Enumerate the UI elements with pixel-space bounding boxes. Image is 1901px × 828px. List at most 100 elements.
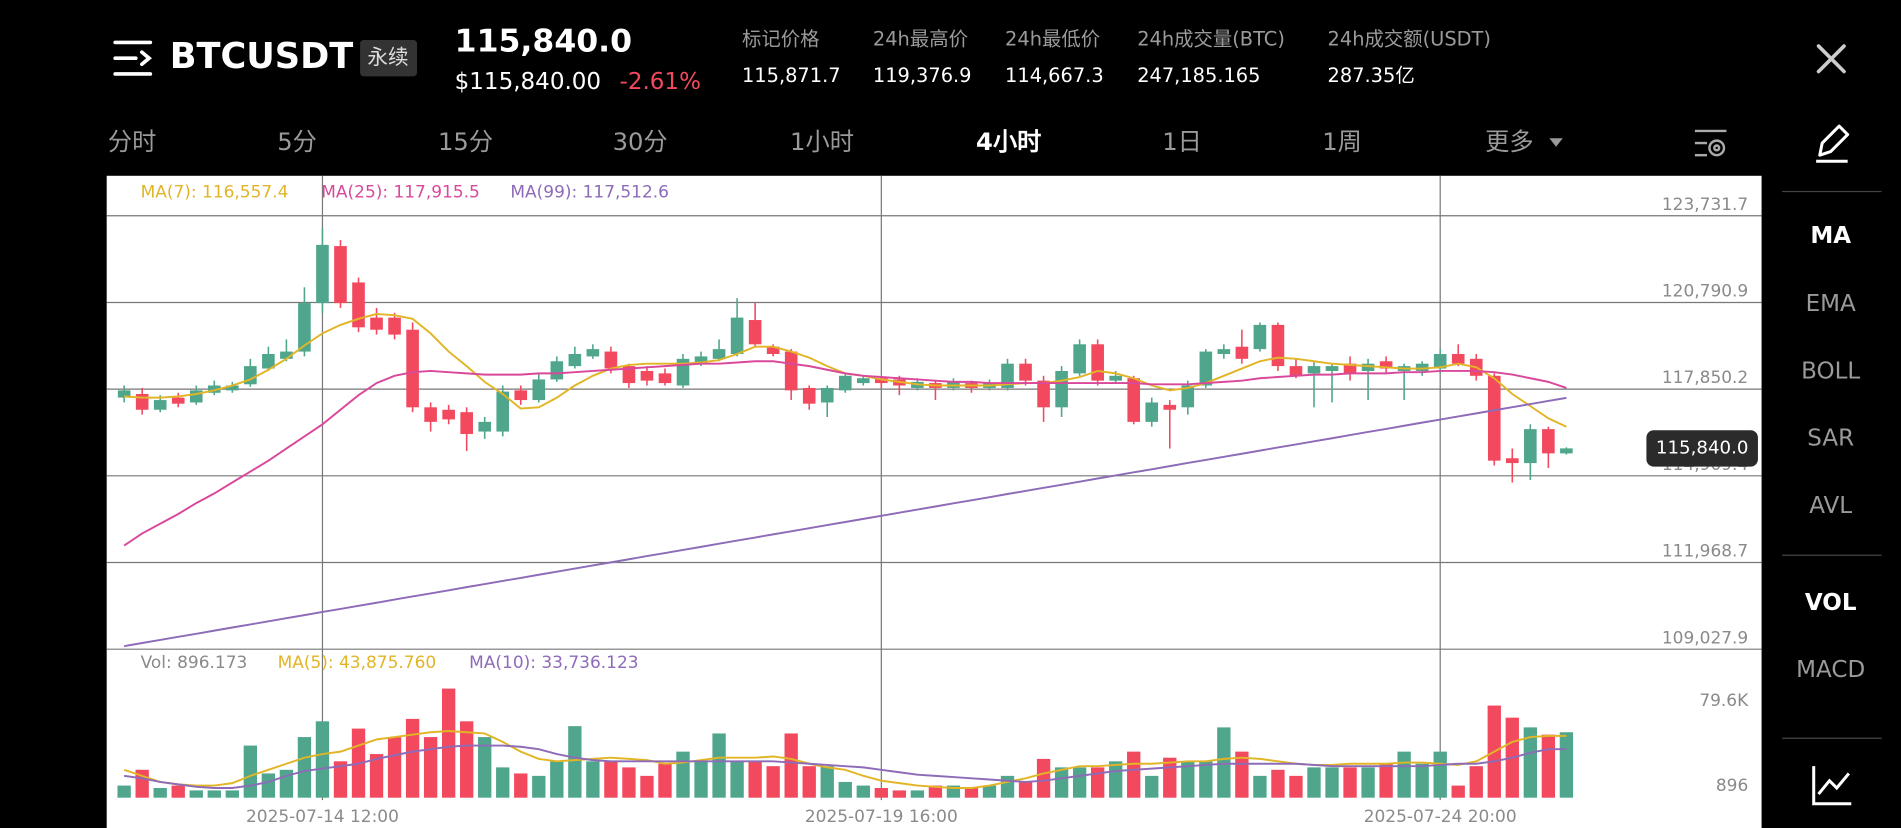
timeframe-tab[interactable]: 1周 (1322, 127, 1362, 156)
change: -2.61% (620, 69, 701, 95)
last-price-label: 115,840.0 (1656, 437, 1748, 458)
volume-bar (874, 787, 888, 798)
candle-body (1055, 370, 1068, 408)
y-tick-label: 79.6K (1699, 691, 1749, 711)
candle-body (1289, 366, 1303, 376)
candle-body (1109, 375, 1122, 381)
candle-body (262, 353, 275, 369)
volume-bar (1289, 775, 1303, 798)
volume-bar (423, 737, 438, 798)
volume-bar (460, 721, 474, 798)
candle-body (1073, 344, 1086, 374)
timeframe-tab[interactable]: 4小时 (976, 127, 1041, 156)
indicator-option[interactable]: MA (1810, 223, 1851, 249)
timeframe-tab[interactable]: 30分 (613, 127, 668, 156)
volume-bar (1397, 751, 1411, 798)
candle-body (1001, 363, 1014, 388)
candle-body (1325, 366, 1339, 371)
x-tick-label: 2025-07-14 12:00 (246, 807, 399, 827)
candle-body (298, 303, 311, 352)
candle-body (838, 375, 852, 391)
volume-bar (514, 773, 528, 798)
volume-bar (496, 767, 510, 798)
candle-body (550, 361, 564, 380)
volume-bar (1145, 775, 1159, 798)
candle-body (171, 397, 185, 404)
volume-bar (261, 773, 276, 798)
draw-icon[interactable] (1816, 124, 1850, 163)
timeframe-tab[interactable]: 15分 (438, 127, 493, 156)
volume-bar (856, 785, 870, 798)
candle-body (802, 387, 816, 404)
stat-value: 287.35亿 (1328, 64, 1415, 87)
volume-bar (387, 737, 402, 798)
ma-line (123, 360, 1567, 547)
volume-bar (1109, 761, 1123, 798)
candle-body (207, 385, 221, 393)
timeframe-tab[interactable]: 5分 (277, 127, 317, 156)
volume-bar (1523, 727, 1537, 798)
indicator-option[interactable]: BOLL (1801, 359, 1860, 385)
x-tick-label: 2025-07-24 20:00 (1364, 807, 1517, 827)
volume-bar (1127, 751, 1141, 798)
candle-body (1487, 375, 1501, 461)
candle-body (442, 409, 455, 420)
volume-bar (658, 763, 672, 798)
candle-body (1037, 380, 1050, 408)
menu-icon[interactable] (113, 40, 153, 76)
legend-entry: MA(10): 33,736.123 (469, 653, 638, 673)
candle-body (694, 356, 708, 364)
candle-body (820, 387, 834, 403)
volume-ma-line (124, 744, 1567, 789)
candle-body (117, 390, 131, 398)
candle-body (478, 421, 492, 432)
indicator-option[interactable]: SAR (1807, 425, 1854, 451)
chart-panel (106, 175, 1762, 828)
volume-bar (1000, 775, 1015, 798)
x-tick-label: 2025-07-19 16:00 (805, 807, 958, 827)
candle-body (424, 407, 437, 422)
candle-body (1019, 363, 1032, 381)
volume-bar (802, 766, 816, 798)
volume-bar (1054, 767, 1069, 798)
timeframe-tab[interactable]: 更多 (1485, 127, 1533, 156)
close-icon[interactable] (1816, 44, 1846, 74)
volume-bar (1217, 727, 1231, 798)
y-tick-label: 117,850.2 (1662, 368, 1748, 388)
candle-body (496, 391, 510, 432)
volume-bar (766, 766, 780, 798)
stat-value: 119,376.9 (873, 64, 972, 87)
volume-bar (1325, 767, 1339, 798)
chart-settings-icon[interactable] (1694, 129, 1727, 157)
volume-bar (189, 790, 203, 798)
volume-bar (297, 737, 312, 798)
volume-bar (1415, 763, 1429, 798)
volume-bar (928, 785, 943, 798)
candle-body (352, 282, 365, 328)
volume-bar (640, 775, 654, 798)
indicator-option[interactable]: EMA (1806, 291, 1856, 317)
volume-bar (1253, 775, 1267, 798)
candle-body (370, 317, 383, 330)
candle-body (766, 346, 780, 354)
candle-body (586, 349, 600, 357)
legend-entry: Vol: 896.173 (141, 653, 248, 673)
indicator-option[interactable]: MACD (1796, 657, 1865, 683)
timeframe-tab[interactable]: 1日 (1162, 127, 1202, 156)
timeframe-tab[interactable]: 1小时 (790, 127, 854, 156)
indicator-option[interactable]: VOL (1805, 590, 1857, 616)
candle-body (1560, 448, 1573, 454)
timeframe-tab[interactable]: 分时 (108, 127, 156, 156)
stat-value: 115,871.7 (742, 64, 841, 87)
symbol[interactable]: BTCUSDT (170, 36, 354, 77)
volume-bar (315, 721, 330, 798)
candle-body (1163, 404, 1177, 410)
volume-bar (676, 751, 690, 798)
volume-bar (1199, 761, 1213, 798)
legend-entry: MA(5): 43,875.760 (278, 653, 437, 673)
candle-body (514, 390, 528, 401)
candle-body (856, 378, 870, 384)
volume-bar (117, 785, 131, 798)
indicator-option[interactable]: AVL (1809, 493, 1852, 519)
chart-type-icon[interactable] (1812, 766, 1852, 806)
